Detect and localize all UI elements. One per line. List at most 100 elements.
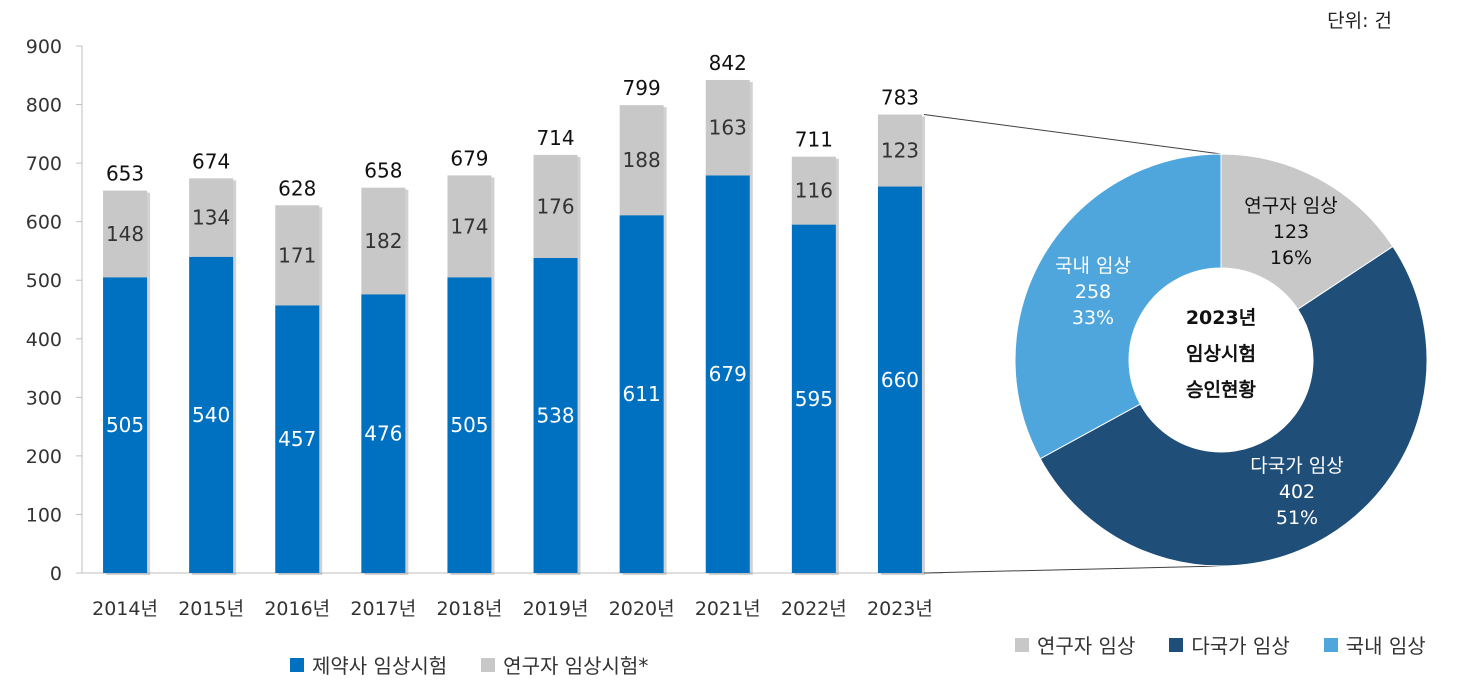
- bar-pharma-label: 505: [450, 413, 488, 437]
- bar-investigator-label: 188: [623, 148, 661, 172]
- legend-swatch: [1015, 637, 1029, 652]
- bar-pharma: [103, 277, 148, 573]
- bar-investigator-label: 176: [536, 194, 574, 218]
- legend-item: 제약사 임상시험: [290, 650, 447, 679]
- pie-slice-value: 258: [1074, 281, 1112, 303]
- bar-pharma: [533, 257, 578, 573]
- legend-label: 제약사 임상시험: [312, 654, 448, 678]
- bar-investigator-label: 174: [450, 214, 488, 238]
- bar-investigator: [275, 205, 320, 306]
- pie-slice-percent: 16%: [1269, 247, 1313, 269]
- pie-slice-percent: 51%: [1275, 507, 1319, 529]
- legend-swatch: [1323, 637, 1338, 652]
- bar-pharma-label: 538: [536, 403, 574, 427]
- bar-investigator-label: 134: [192, 206, 230, 230]
- bar-total-label: 842: [709, 51, 747, 75]
- bar-legend: 제약사 임상시험 연구자 임상시험*: [290, 650, 682, 679]
- bar-pharma: [619, 215, 664, 573]
- pie-center-line-2: 임상시험: [1186, 343, 1256, 365]
- y-tick-label: 100: [26, 504, 62, 526]
- x-tick-label: 2017년: [350, 598, 416, 620]
- legend-item: 국내 임상: [1323, 630, 1426, 659]
- bar-investigator: [361, 187, 406, 295]
- bar-pharma-label: 505: [106, 413, 144, 437]
- legend-label: 연구자 임상시험*: [503, 654, 649, 678]
- x-tick-label: 2019년: [523, 598, 589, 620]
- bar-pharma: [705, 175, 750, 573]
- bar-total-label: 714: [536, 126, 574, 150]
- bar-investigator: [705, 79, 750, 176]
- bar-total-label: 653: [106, 162, 144, 186]
- bar-investigator-label: 163: [709, 116, 747, 140]
- pie-slice-label: 국내 임상: [1055, 255, 1131, 277]
- x-tick-label: 2020년: [609, 598, 675, 620]
- x-tick-label: 2016년: [264, 598, 330, 620]
- bar-total-label: 658: [364, 159, 402, 183]
- y-tick-label: 0: [50, 563, 62, 585]
- bar-investigator-label: 182: [364, 229, 402, 253]
- legend-label: 다국가 임상: [1191, 634, 1290, 658]
- pie-slice-value: 402: [1278, 481, 1316, 503]
- bar-total-label: 679: [450, 146, 488, 170]
- bar-investigator-label: 123: [881, 139, 919, 163]
- legend-label: 국내 임상: [1345, 634, 1426, 658]
- x-tick-label: 2015년: [178, 598, 244, 620]
- bar-total-label: 783: [881, 86, 919, 110]
- bar-total-label: 674: [192, 149, 230, 173]
- pie-center-line-1: 2023년: [1185, 307, 1257, 329]
- legend-swatch: [290, 657, 304, 672]
- x-tick-label: 2023년: [867, 598, 933, 620]
- pie-slice-label: 연구자 임상: [1244, 195, 1338, 217]
- legend-item: 연구자 임상: [1015, 630, 1135, 659]
- bar-pharma-label: 679: [709, 362, 747, 386]
- bar-pharma: [447, 277, 492, 573]
- legend-swatch: [481, 657, 496, 672]
- pie-center-hole: [1129, 268, 1313, 452]
- pie-slice-value: 123: [1272, 221, 1310, 243]
- bar-investigator: [533, 154, 578, 258]
- y-tick-label: 400: [26, 329, 62, 351]
- bar-total-label: 711: [795, 128, 833, 152]
- pie-center-line-3: 승인현황: [1186, 379, 1256, 401]
- bar-pharma: [877, 186, 922, 574]
- x-tick-label: 2021년: [695, 598, 761, 620]
- unit-label: 단위: 건: [1327, 10, 1392, 32]
- y-tick-label: 600: [26, 212, 62, 234]
- connector-line-top: [923, 114, 1222, 155]
- bar-investigator-label: 116: [795, 179, 833, 203]
- bar-pharma-label: 660: [881, 368, 919, 392]
- y-tick-label: 800: [26, 95, 62, 117]
- pie-slice-label: 국내 임상 258 33%: [993, 253, 1193, 331]
- y-tick-label: 300: [26, 387, 62, 409]
- y-tick-label: 200: [26, 446, 62, 468]
- y-tick-label: 500: [26, 270, 62, 292]
- bar-pharma-label: 476: [364, 422, 402, 446]
- pie-center-text: 2023년 임상시험 승인현황: [1131, 300, 1311, 408]
- bar-pharma-label: 457: [278, 427, 316, 451]
- pie-slice-percent: 33%: [1071, 307, 1115, 329]
- bar-investigator-label: 148: [106, 222, 144, 246]
- legend-item: 연구자 임상시험*: [481, 650, 648, 679]
- bar-total-label: 799: [623, 76, 661, 100]
- bar-investigator: [619, 105, 664, 216]
- y-tick-label: 700: [26, 153, 62, 175]
- bar-pharma: [361, 294, 406, 573]
- bar-investigator: [877, 114, 922, 187]
- y-tick-label: 900: [26, 36, 62, 58]
- legend-swatch: [1169, 637, 1184, 652]
- x-tick-label: 2014년: [92, 598, 158, 620]
- bar-pharma: [275, 305, 320, 573]
- bar-investigator: [189, 178, 234, 257]
- legend-label: 연구자 임상: [1037, 634, 1136, 658]
- bar-total-label: 628: [278, 176, 316, 200]
- bar-investigator: [447, 175, 492, 278]
- bar-pharma: [189, 256, 234, 573]
- pie-legend: 연구자 임상 다국가 임상 국내 임상: [1015, 630, 1460, 659]
- bar-investigator: [791, 156, 836, 225]
- pie-slice: [1014, 153, 1222, 460]
- connector-line-bottom: [923, 565, 1222, 574]
- pie-slice-label: 연구자 임상 123 16%: [1191, 193, 1391, 271]
- bar-investigator: [103, 190, 148, 278]
- bar-pharma-label: 595: [795, 387, 833, 411]
